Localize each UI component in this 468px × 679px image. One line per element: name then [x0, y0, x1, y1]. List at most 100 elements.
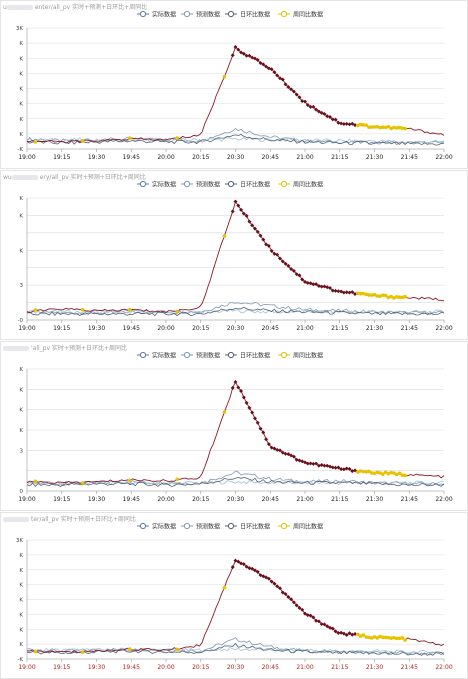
- legend-item[interactable]: 周同比数据: [278, 352, 323, 360]
- data-point[interactable]: [297, 273, 302, 278]
- data-point[interactable]: [386, 471, 391, 476]
- legend-item[interactable]: 实际数据: [137, 11, 176, 19]
- data-point[interactable]: [339, 121, 344, 126]
- data-point[interactable]: [275, 73, 280, 78]
- data-point[interactable]: [353, 123, 358, 128]
- legend-item[interactable]: 日环比数据: [225, 181, 270, 189]
- legend-item[interactable]: 预测数据: [181, 523, 220, 531]
- data-point[interactable]: [289, 87, 294, 92]
- data-point[interactable]: [305, 461, 310, 466]
- data-point[interactable]: [341, 122, 346, 127]
- data-point[interactable]: [394, 472, 399, 477]
- data-point[interactable]: [383, 470, 388, 474]
- data-point[interactable]: [241, 395, 246, 400]
- data-point[interactable]: [364, 123, 368, 127]
- data-point[interactable]: [356, 632, 360, 637]
- data-point[interactable]: [403, 473, 407, 478]
- data-point[interactable]: [280, 259, 285, 264]
- data-point[interactable]: [367, 635, 371, 640]
- data-point[interactable]: [333, 117, 338, 122]
- data-point[interactable]: [392, 635, 396, 640]
- data-point[interactable]: [222, 74, 227, 79]
- data-point[interactable]: [389, 470, 393, 475]
- data-point[interactable]: [222, 585, 227, 590]
- data-point[interactable]: [269, 445, 274, 450]
- data-point[interactable]: [255, 420, 260, 425]
- data-point[interactable]: [339, 467, 344, 472]
- data-point[interactable]: [389, 636, 393, 640]
- data-point[interactable]: [239, 388, 244, 393]
- data-point[interactable]: [403, 294, 407, 299]
- data-point[interactable]: [400, 473, 405, 477]
- data-point[interactable]: [381, 635, 385, 640]
- data-point[interactable]: [286, 452, 291, 457]
- data-point[interactable]: [278, 256, 282, 261]
- data-point[interactable]: [294, 272, 299, 277]
- data-point[interactable]: [80, 481, 85, 485]
- data-point[interactable]: [33, 140, 38, 144]
- data-point[interactable]: [128, 478, 132, 483]
- data-point[interactable]: [175, 136, 179, 140]
- data-point[interactable]: [300, 99, 305, 104]
- data-point[interactable]: [369, 293, 374, 297]
- data-point[interactable]: [394, 636, 399, 641]
- data-point[interactable]: [367, 125, 371, 130]
- data-point[interactable]: [372, 471, 377, 476]
- data-point[interactable]: [330, 117, 335, 122]
- data-point[interactable]: [283, 82, 288, 87]
- data-point[interactable]: [325, 285, 330, 290]
- data-point[interactable]: [389, 294, 393, 299]
- data-point[interactable]: [392, 296, 396, 300]
- legend-item[interactable]: 实际数据: [137, 352, 176, 360]
- data-point[interactable]: [400, 636, 405, 640]
- data-point[interactable]: [386, 124, 391, 129]
- data-point[interactable]: [247, 566, 252, 571]
- data-point[interactable]: [128, 307, 132, 312]
- data-point[interactable]: [367, 469, 371, 474]
- data-point[interactable]: [297, 95, 302, 100]
- data-point[interactable]: [33, 479, 38, 484]
- data-point[interactable]: [383, 125, 388, 130]
- data-point[interactable]: [397, 471, 402, 476]
- data-point[interactable]: [233, 379, 238, 384]
- legend-item[interactable]: 日环比数据: [225, 11, 270, 19]
- data-point[interactable]: [336, 120, 341, 125]
- data-point[interactable]: [275, 584, 280, 589]
- legend-item[interactable]: 周同比数据: [278, 523, 323, 531]
- data-point[interactable]: [128, 647, 132, 651]
- data-point[interactable]: [372, 125, 377, 129]
- data-point[interactable]: [381, 472, 385, 476]
- data-point[interactable]: [397, 636, 402, 641]
- data-point[interactable]: [239, 207, 244, 212]
- data-point[interactable]: [364, 635, 368, 639]
- data-point[interactable]: [333, 465, 338, 470]
- data-point[interactable]: [381, 125, 385, 130]
- data-point[interactable]: [222, 234, 227, 238]
- data-point[interactable]: [378, 471, 382, 475]
- data-point[interactable]: [250, 410, 255, 415]
- data-point[interactable]: [378, 294, 382, 298]
- data-point[interactable]: [33, 649, 38, 654]
- data-point[interactable]: [275, 447, 280, 452]
- data-point[interactable]: [80, 650, 85, 654]
- data-point[interactable]: [264, 64, 269, 69]
- data-point[interactable]: [386, 295, 391, 300]
- data-point[interactable]: [280, 77, 285, 82]
- data-point[interactable]: [128, 136, 132, 140]
- data-point[interactable]: [341, 290, 346, 295]
- data-point[interactable]: [314, 461, 319, 466]
- data-point[interactable]: [361, 123, 366, 127]
- data-point[interactable]: [403, 638, 407, 642]
- data-point[interactable]: [369, 636, 374, 640]
- data-point[interactable]: [291, 89, 296, 94]
- data-point[interactable]: [322, 112, 327, 117]
- data-point[interactable]: [314, 282, 319, 287]
- data-point[interactable]: [278, 586, 282, 591]
- legend-item[interactable]: 实际数据: [137, 181, 176, 189]
- data-point[interactable]: [244, 400, 249, 405]
- data-point[interactable]: [255, 569, 260, 574]
- data-point[interactable]: [241, 562, 246, 567]
- legend-item[interactable]: 日环比数据: [225, 523, 270, 531]
- data-point[interactable]: [344, 466, 349, 471]
- data-point[interactable]: [264, 437, 269, 442]
